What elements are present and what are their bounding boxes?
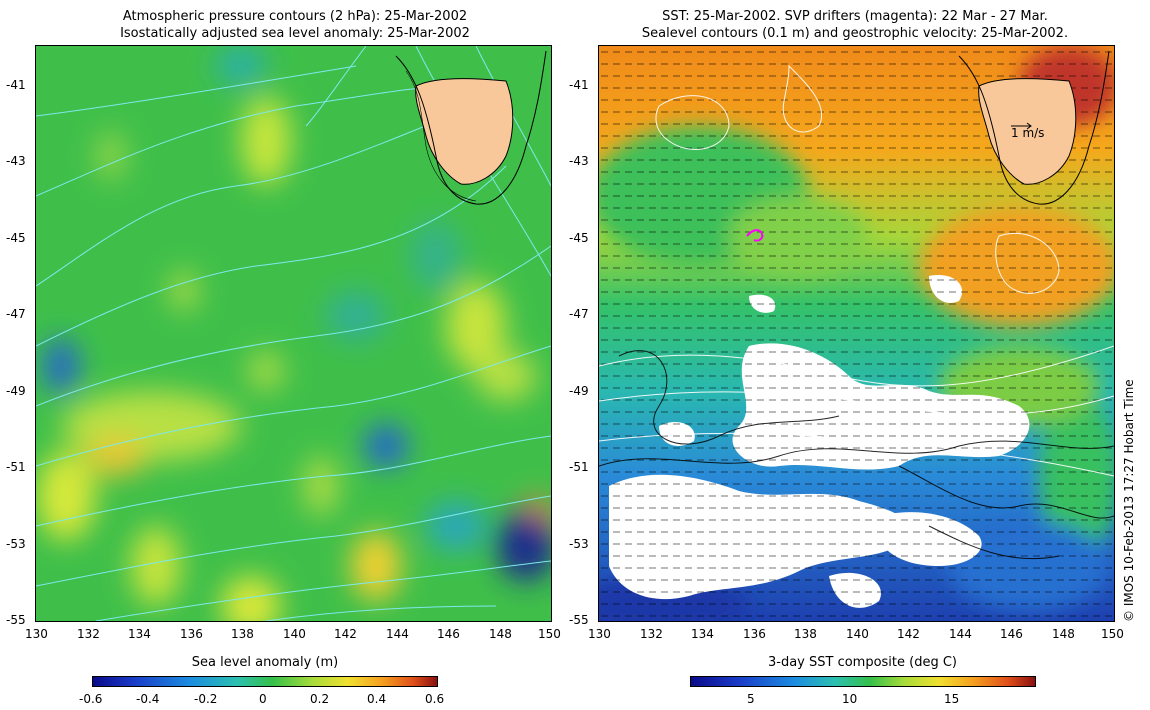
left-cb-tick: 0.2 [310,692,330,706]
left-title: Atmospheric pressure contours (2 hPa): 2… [40,8,550,42]
left-colorbar-title: Sea level anomaly (m) [191,655,339,670]
left-x-tick: 150 [538,627,561,641]
left-x-tick: 138 [231,627,254,641]
left-y-tick: -51 [6,460,26,474]
left-cb-tick: 0 [259,692,267,706]
credit-text: © IMOS 10-Feb-2013 17:27 Hobart Time [1122,379,1136,622]
tasmania-land [415,78,514,185]
right-x-tick: 142 [897,627,920,641]
left-y-tick: -49 [6,384,26,398]
left-cb-tick: 0.6 [425,692,445,706]
right-x-tick: 144 [949,627,972,641]
right-y-tick: -47 [569,307,589,321]
left-x-tick: 134 [128,627,151,641]
right-y-tick: -55 [569,613,589,627]
right-y-tick: -49 [569,384,589,398]
left-x-tick: 136 [180,627,203,641]
left-x-tick: 140 [283,627,306,641]
right-cb-tick: 15 [944,692,960,706]
right-y-tick: -51 [569,460,589,474]
sst-map: 1 m/s [598,45,1115,622]
left-y-tick: -55 [6,613,26,627]
right-x-tick: 138 [794,627,817,641]
left-x-tick: 146 [437,627,460,641]
left-x-tick: 132 [77,627,100,641]
left-x-tick: 144 [386,627,409,641]
left-cb-tick: -0.6 [79,692,103,706]
left-cb-tick: 0.4 [367,692,387,706]
left-y-tick: -47 [6,307,26,321]
left-y-tick: -41 [6,78,26,92]
right-title-line1: SST: 25-Mar-2002. SVP drifters (magenta)… [662,9,1048,24]
right-x-tick: 140 [846,627,869,641]
left-y-tick: -43 [6,154,26,168]
left-y-tick: -53 [6,537,26,551]
left-x-tick: 130 [25,627,48,641]
scale-arrow [1011,122,1032,130]
right-y-tick: -45 [569,231,589,245]
left-cb-tick: -0.2 [194,692,218,706]
left-title-line2: Isostatically adjusted sea level anomaly… [120,26,470,41]
right-x-tick: 132 [640,627,663,641]
sea-level-colorbar [92,676,438,687]
right-x-tick: 146 [1000,627,1023,641]
sea-level-anomaly-map [35,45,552,622]
left-title-line1: Atmospheric pressure contours (2 hPa): 2… [122,9,468,24]
sst-colorbar [690,676,1036,687]
left-cb-tick: -0.4 [136,692,160,706]
right-x-tick: 130 [588,627,611,641]
left-x-tick: 148 [489,627,512,641]
right-y-tick: -41 [569,78,589,92]
scale-arrow-label: 1 m/s [1011,126,1045,140]
right-x-tick: 134 [691,627,714,641]
left-x-tick: 142 [334,627,357,641]
left-y-tick: -45 [6,231,26,245]
right-cb-tick: 10 [842,692,858,706]
right-cb-tick: 5 [747,692,755,706]
right-x-tick: 148 [1052,627,1075,641]
right-x-tick: 150 [1101,627,1124,641]
right-title-line2: Sealevel contours (0.1 m) and geostrophi… [641,26,1069,41]
right-colorbar-title: 3-day SST composite (deg C) [767,655,958,670]
right-title: SST: 25-Mar-2002. SVP drifters (magenta)… [600,8,1110,42]
right-y-tick: -53 [569,537,589,551]
right-x-tick: 136 [743,627,766,641]
tasmania-land [978,78,1077,185]
right-y-tick: -43 [569,154,589,168]
